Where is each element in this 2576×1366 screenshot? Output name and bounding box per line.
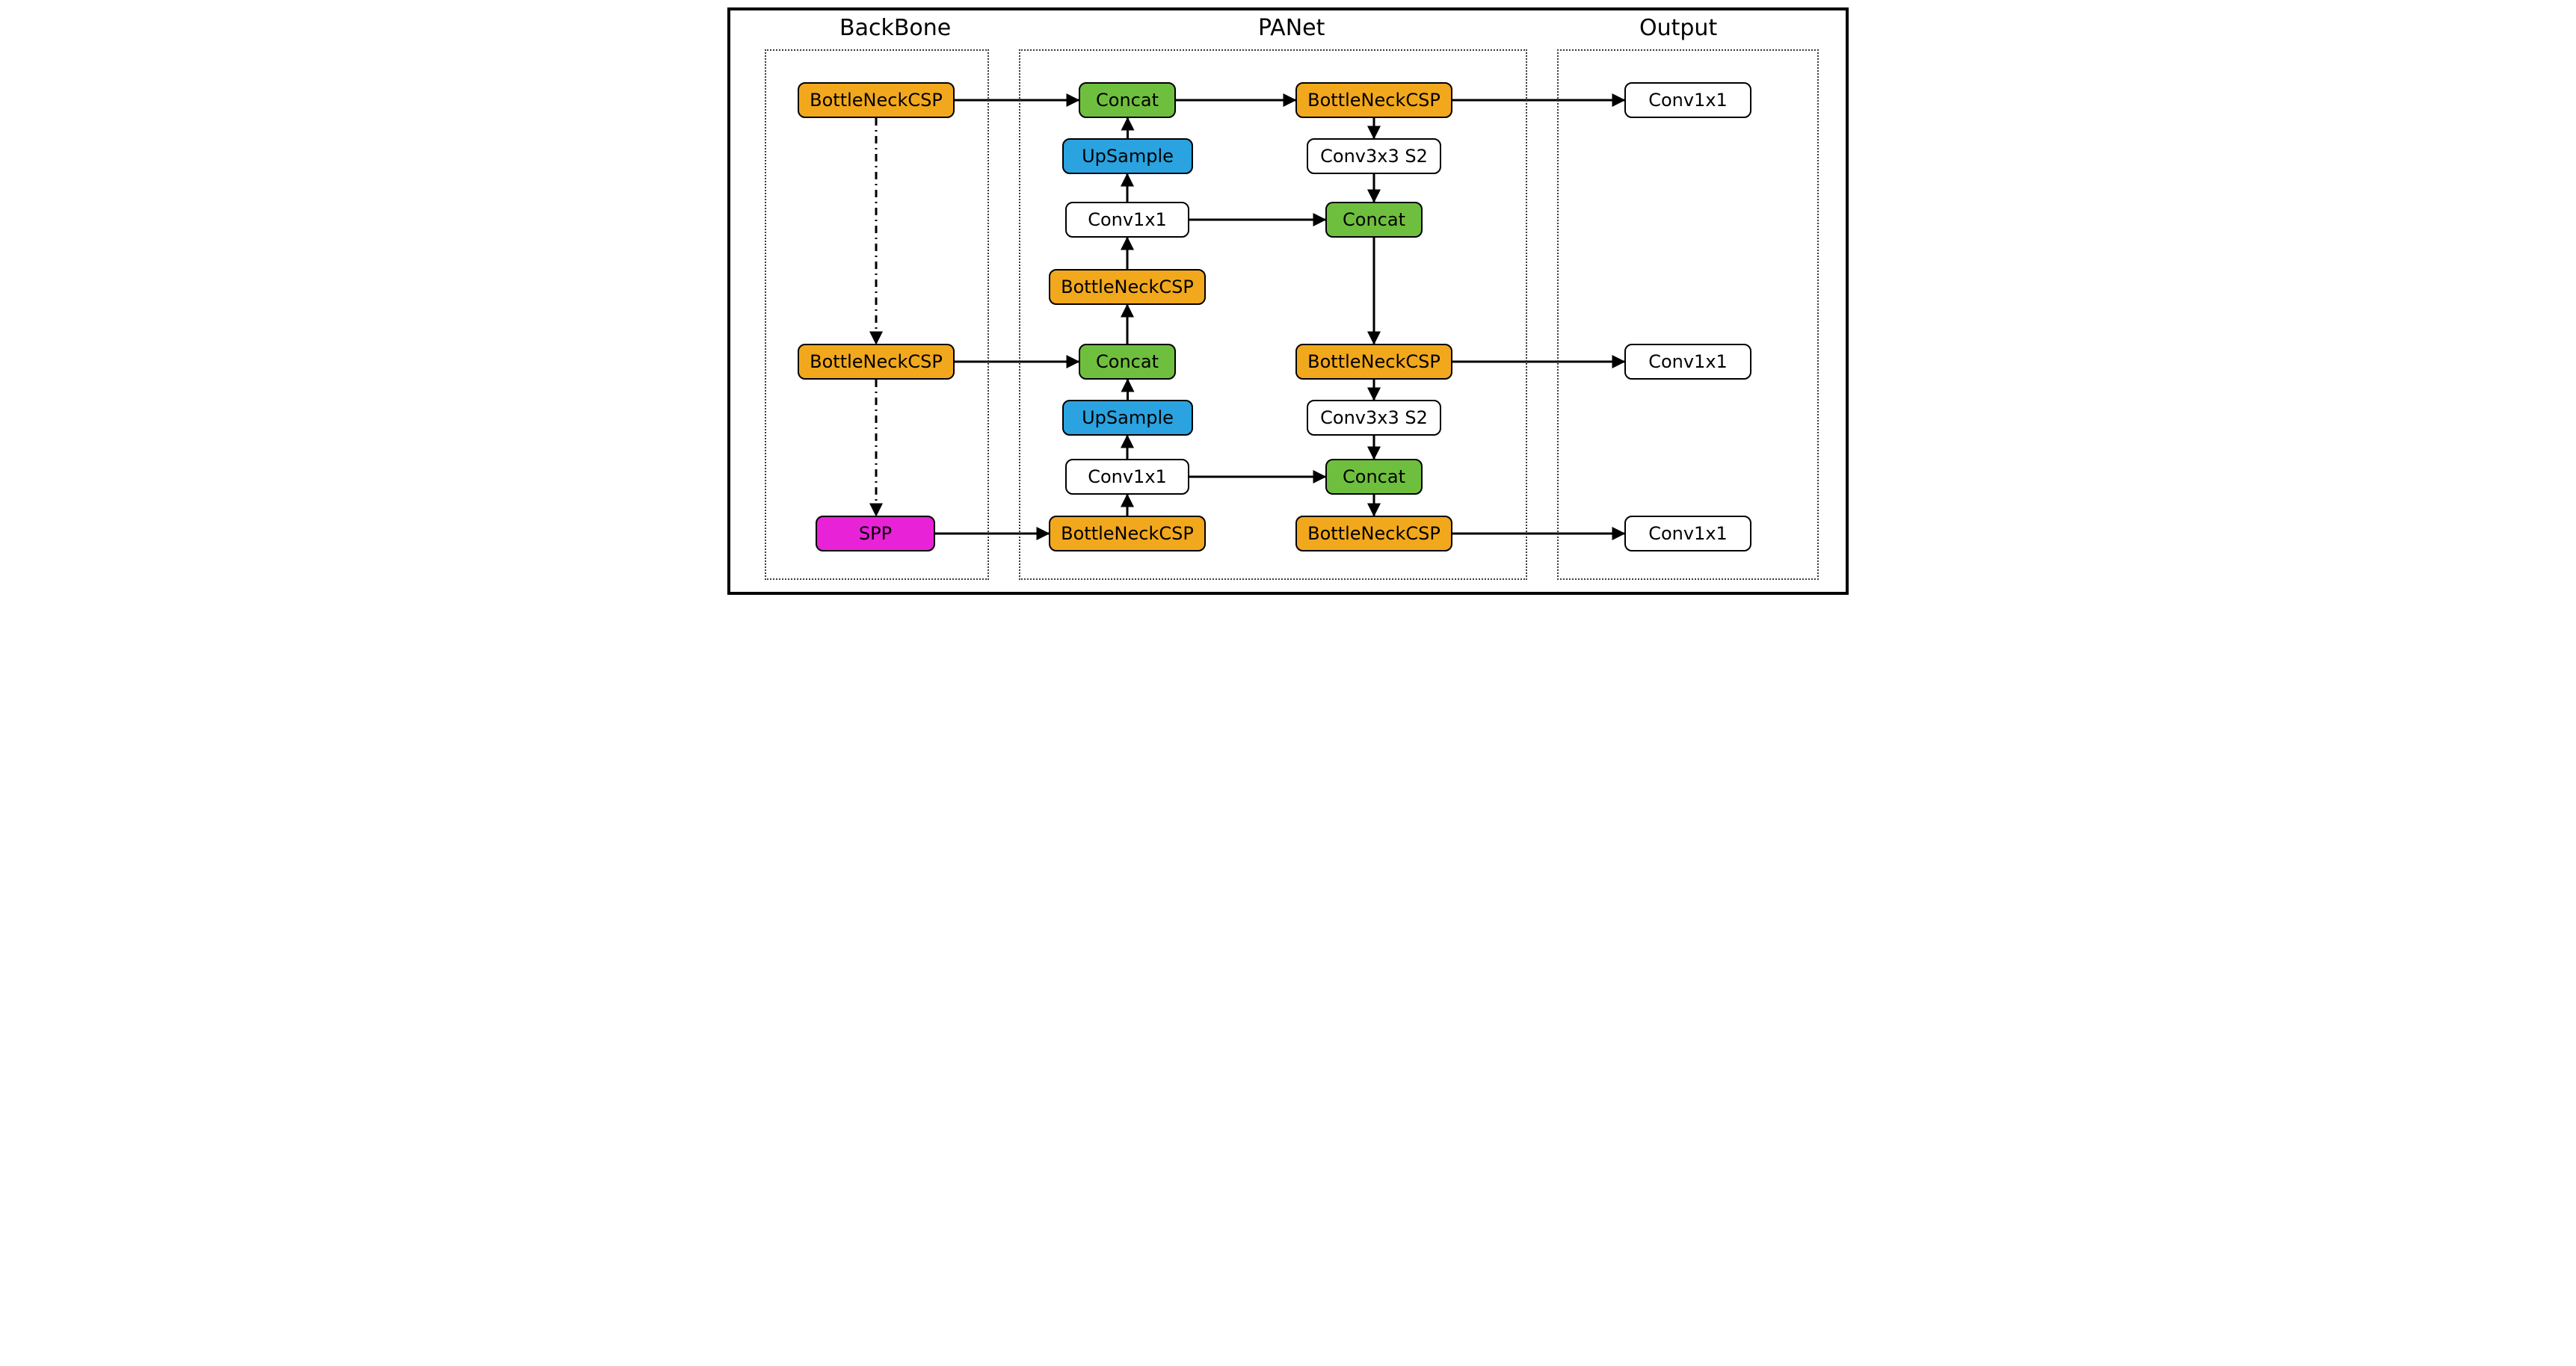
node-p-bneck1: BottleNeckCSP <box>1049 269 1206 305</box>
node-p-bneck3: BottleNeckCSP <box>1295 82 1452 118</box>
diagram-canvas: BackBone PANet Output BottleNeckCSP BottleNe… <box>720 0 1856 602</box>
section-sec-output <box>1557 49 1819 580</box>
node-p-conv3: Conv3x3 S2 <box>1307 138 1441 174</box>
node-p-concat3: Concat <box>1325 202 1423 238</box>
section-title-sec-panet: PANet <box>1258 15 1325 41</box>
section-sec-panet <box>1019 49 1527 580</box>
section-title-sec-backbone: BackBone <box>839 15 951 41</box>
node-bb1: BottleNeckCSP <box>798 82 955 118</box>
node-p-up2: UpSample <box>1062 400 1193 436</box>
node-p-up1: UpSample <box>1062 138 1193 174</box>
node-p-concat2: Concat <box>1079 344 1176 380</box>
node-p-conv4: Conv3x3 S2 <box>1307 400 1441 436</box>
node-p-conv2: Conv1x1 <box>1065 459 1189 495</box>
node-p-conv1: Conv1x1 <box>1065 202 1189 238</box>
node-bb2: BottleNeckCSP <box>798 344 955 380</box>
node-p-bneck2: BottleNeckCSP <box>1049 516 1206 551</box>
node-spp: SPP <box>816 516 935 551</box>
node-out2: Conv1x1 <box>1624 344 1751 380</box>
node-p-concat1: Concat <box>1079 82 1176 118</box>
node-p-bneck5: BottleNeckCSP <box>1295 516 1452 551</box>
node-out3: Conv1x1 <box>1624 516 1751 551</box>
node-p-concat4: Concat <box>1325 459 1423 495</box>
section-sec-backbone <box>765 49 989 580</box>
node-p-bneck4: BottleNeckCSP <box>1295 344 1452 380</box>
node-out1: Conv1x1 <box>1624 82 1751 118</box>
section-title-sec-output: Output <box>1639 15 1717 41</box>
